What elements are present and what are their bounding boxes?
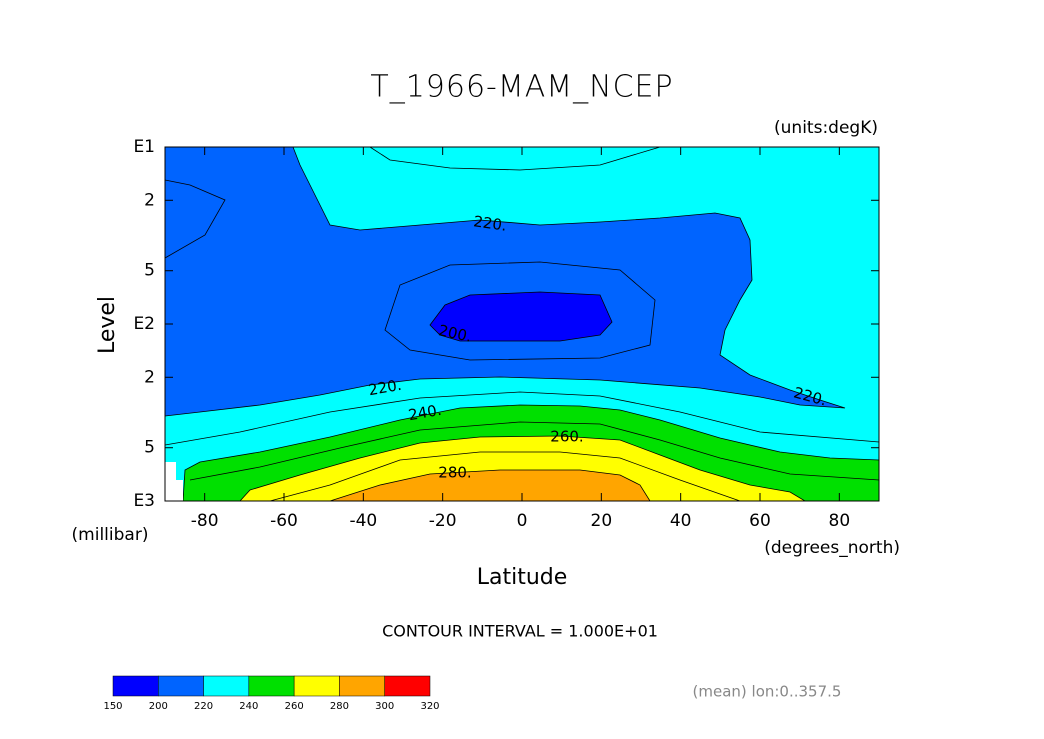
colorbar-label: 320 [420, 701, 439, 712]
x-tick-label: -40 [349, 511, 377, 531]
contour-line [165, 391, 879, 446]
colorbar-box [203, 675, 250, 697]
x-tick-label: 60 [749, 511, 771, 531]
contour-line [165, 179, 226, 259]
x-axis-label: Latitude [477, 565, 568, 590]
contour-line [189, 421, 879, 481]
contour-label: 220. [367, 376, 403, 400]
y-axis-label: Level [95, 296, 120, 354]
colorbar-label: 150 [103, 701, 122, 712]
colorbar-box [293, 675, 340, 697]
colorbar-box [339, 675, 385, 697]
colorbar-label: 260 [285, 701, 304, 712]
colorbar-box [112, 675, 159, 697]
contour-line [369, 147, 661, 171]
contour-label: 260. [550, 428, 583, 446]
band-200-220 [165, 147, 846, 417]
y-tick-label: E3 [133, 491, 155, 511]
colorbar-box [158, 675, 204, 697]
contour-label: 240. [407, 401, 443, 425]
y-tick-label: E1 [133, 137, 155, 157]
x-tick-label: 80 [829, 511, 851, 531]
contour-line [384, 261, 656, 361]
x-tick-label: 40 [670, 511, 692, 531]
x-tick-label: -60 [270, 511, 298, 531]
x-units-label: (degrees_north) [764, 538, 900, 558]
x-tick-label: -80 [191, 511, 219, 531]
band-150-200 [429, 291, 613, 342]
colorbar-label: 280 [330, 701, 349, 712]
band-280-300 [329, 469, 651, 501]
contour-fill [165, 147, 879, 501]
x-tick-label: 20 [591, 511, 613, 531]
missing-data [165, 462, 183, 501]
x-tick-label: -20 [429, 511, 457, 531]
footnote: CONTOUR INTERVAL = 1.000E+01 [382, 622, 658, 641]
colorbar-box [248, 675, 295, 697]
chart-title: T_1966-MAM_NCEP [370, 70, 673, 105]
contour-line [269, 451, 741, 501]
annotation: (mean) lon:0..357.5 [693, 683, 842, 701]
x-tick-label: 0 [517, 511, 528, 531]
y-units-label: (millibar) [72, 525, 149, 545]
colorbar-label: 300 [375, 701, 394, 712]
y-tick-label: 5 [144, 261, 155, 281]
y-tick-label: E2 [133, 314, 155, 334]
colorbar-box [384, 675, 431, 697]
y-tick-label: 2 [144, 190, 155, 210]
y-tick-label: 2 [144, 367, 155, 387]
units-label: (units:degK) [774, 118, 878, 138]
contour-label: 280. [438, 464, 471, 482]
colorbar-label: 240 [239, 701, 258, 712]
contour-label: 220. [472, 212, 508, 234]
colorbar-label: 200 [149, 701, 168, 712]
y-tick-label: 5 [144, 438, 155, 458]
colorbar-label: 220 [194, 701, 213, 712]
